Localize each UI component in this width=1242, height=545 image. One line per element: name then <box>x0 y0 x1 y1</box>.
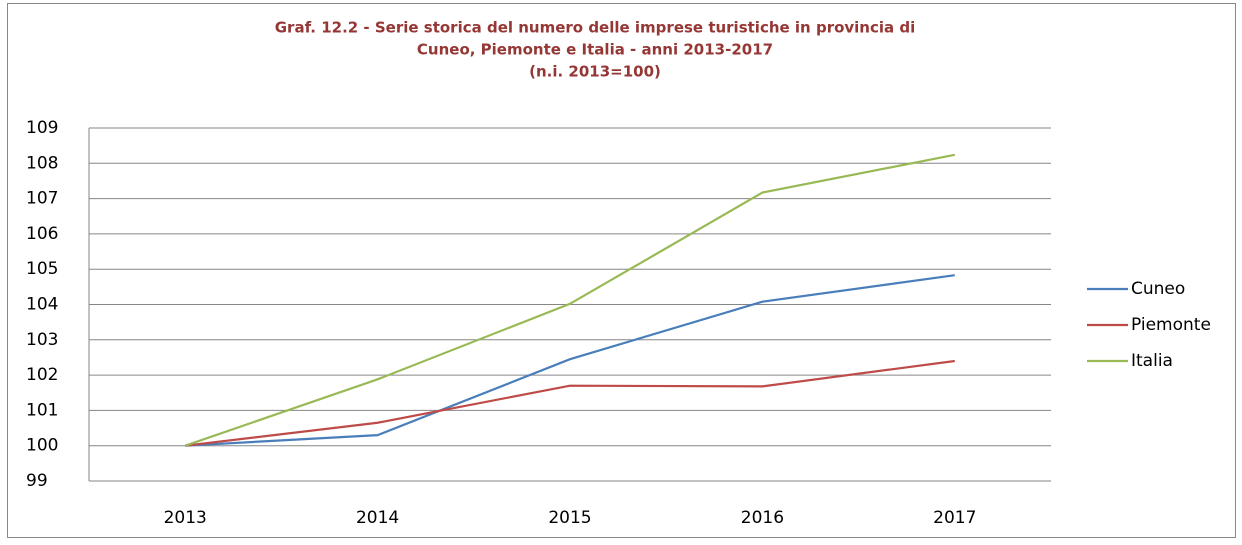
x-tick-label: 2014 <box>356 508 399 528</box>
x-tick-label: 2016 <box>741 508 784 528</box>
chart-border <box>7 3 1236 538</box>
chart-title: (n.i. 2013=100) <box>529 63 661 81</box>
y-tick-label: 100 <box>26 436 58 456</box>
x-tick-label: 2017 <box>933 508 976 528</box>
line <box>184 153 956 447</box>
y-tick-label: 109 <box>26 118 58 138</box>
y-tick-label: 108 <box>26 153 58 173</box>
y-tick-label: 101 <box>26 400 58 420</box>
x-tick-label: 2013 <box>164 508 207 528</box>
y-tick-label: 102 <box>26 365 58 385</box>
line <box>185 274 955 447</box>
y-tick-label: 106 <box>26 224 58 244</box>
y-tick-label: 104 <box>26 295 58 315</box>
legend-label: Italia <box>1131 351 1173 371</box>
y-tick-label: 99 <box>26 471 48 491</box>
y-tick-label: 103 <box>26 330 58 350</box>
x-tick-label: 2015 <box>548 508 591 528</box>
legend-label: Piemonte <box>1131 315 1211 335</box>
y-tick-label: 105 <box>26 259 58 279</box>
chart-title: Graf. 12.2 - Serie storica del numero de… <box>275 19 916 37</box>
chart-title: Cuneo, Piemonte e Italia - anni 2013-201… <box>417 41 773 59</box>
line <box>185 359 955 447</box>
y-tick-label: 107 <box>26 189 58 209</box>
legend-label: Cuneo <box>1131 279 1185 299</box>
